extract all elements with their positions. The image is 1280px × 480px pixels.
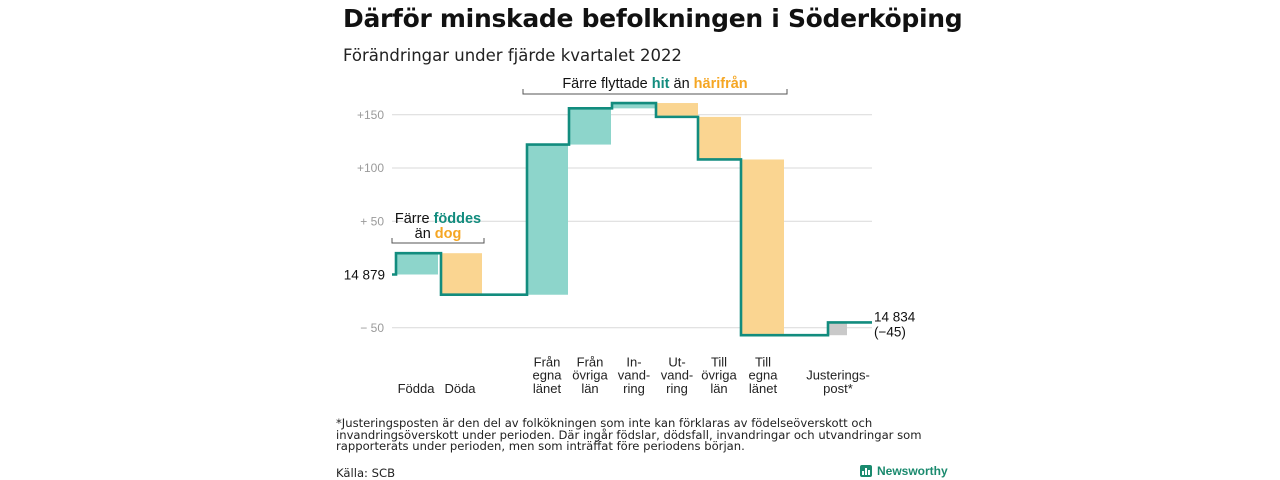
- newsworthy-logo-icon: [860, 465, 872, 477]
- category-label: övriga: [701, 368, 737, 383]
- bar-positive: [396, 253, 438, 275]
- category-label: Döda: [444, 381, 476, 396]
- bar-negative: [698, 116, 741, 160]
- y-tick-label: +150: [357, 108, 384, 122]
- category-label: Justerings-: [806, 368, 870, 383]
- category-label: Födda: [398, 381, 436, 396]
- category-label: län: [710, 381, 727, 396]
- category-label: län: [581, 381, 598, 396]
- annotation-moves: Färre flyttade hit än härifrån: [562, 76, 747, 92]
- end-value-label: 14 834: [874, 309, 916, 324]
- bar-positive: [612, 103, 655, 109]
- category-label: post*: [823, 381, 853, 396]
- chart-subtitle: Förändringar under fjärde kvartalet 2022: [343, 46, 682, 65]
- bar-negative: [441, 253, 482, 295]
- category-label: länet: [533, 381, 562, 396]
- category-label: vand-: [618, 368, 651, 383]
- category-label: egna: [749, 368, 779, 383]
- bar-positive: [527, 144, 568, 295]
- start-value-label: 14 879: [344, 268, 385, 283]
- category-label: In-: [626, 354, 641, 369]
- footnote: *Justeringsposten är den del av folkökni…: [336, 416, 922, 454]
- category-label: Från: [577, 354, 604, 369]
- y-tick-label: − 50: [360, 321, 384, 335]
- bar-adjustment: [828, 322, 847, 336]
- bar-negative: [741, 159, 784, 336]
- category-label: Till: [755, 354, 771, 369]
- brand-name: Newsworthy: [877, 464, 948, 478]
- bar-negative: [656, 103, 698, 117]
- category-label: egna: [533, 368, 563, 383]
- category-label: övriga: [572, 368, 608, 383]
- chart-title: Därför minskade befolkningen i Söderköpi…: [343, 4, 963, 33]
- category-label: ring: [623, 381, 645, 396]
- category-label: vand-: [661, 368, 694, 383]
- category-label: Till: [711, 354, 727, 369]
- annotation-births-line1: Färre föddes: [395, 211, 481, 227]
- annotation-births-line2: än dog: [415, 226, 462, 242]
- source-note: Källa: SCB: [336, 466, 396, 480]
- category-label: ring: [666, 381, 688, 396]
- annotation-bracket: [391, 238, 485, 244]
- category-label: länet: [749, 381, 778, 396]
- y-tick-label: +100: [357, 161, 384, 175]
- brand-logo[interactable]: Newsworthy: [860, 464, 948, 478]
- category-label: Från: [534, 354, 561, 369]
- annotation-bracket: [522, 89, 788, 95]
- end-change-label: (−45): [874, 324, 906, 339]
- y-tick-label: + 50: [360, 214, 384, 228]
- cumulative-step-line: [392, 101, 872, 337]
- category-label: Ut-: [668, 354, 685, 369]
- bar-positive: [569, 108, 611, 145]
